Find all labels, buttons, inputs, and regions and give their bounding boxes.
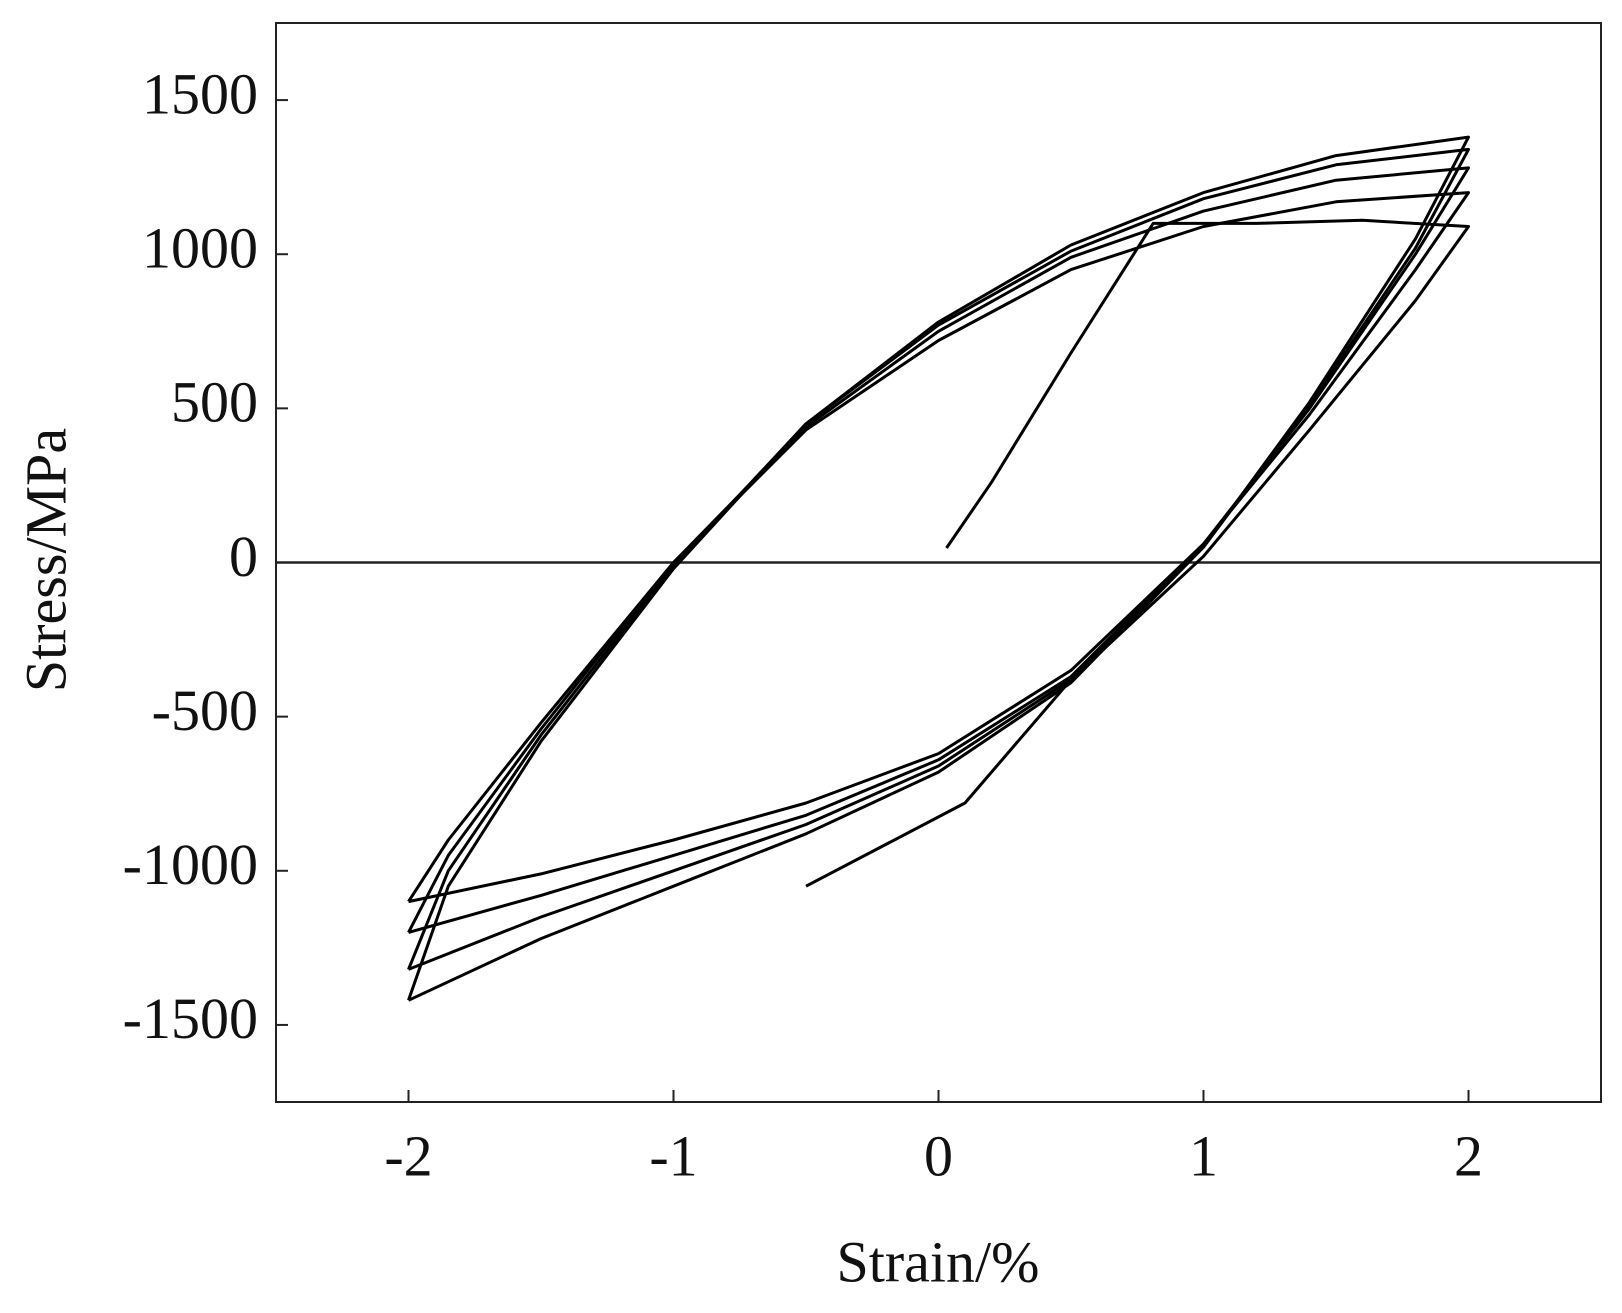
x-axis-label: Strain/% xyxy=(837,1229,1040,1294)
y-tick-label: -500 xyxy=(152,678,258,743)
y-tick-label: 500 xyxy=(171,370,258,435)
y-tick-label: 1500 xyxy=(142,61,258,126)
hysteresis-loop xyxy=(407,166,1470,934)
x-tick-label: -1 xyxy=(649,1123,697,1188)
hysteresis-loop xyxy=(407,147,1470,971)
x-tick-label: 0 xyxy=(924,1123,953,1188)
x-tick-label: -2 xyxy=(384,1123,432,1188)
y-tick-label: -1500 xyxy=(123,986,258,1051)
x-tick-label: 2 xyxy=(1454,1123,1483,1188)
hysteresis-loop xyxy=(407,191,1470,904)
hysteresis-loop xyxy=(407,135,1470,1002)
y-tick-label: 0 xyxy=(229,524,258,589)
y-tick-label: 1000 xyxy=(142,216,258,281)
x-tick-label: 1 xyxy=(1189,1123,1218,1188)
y-tick-label: -1000 xyxy=(123,832,258,897)
y-axis-label: Stress/MPa xyxy=(13,428,78,692)
